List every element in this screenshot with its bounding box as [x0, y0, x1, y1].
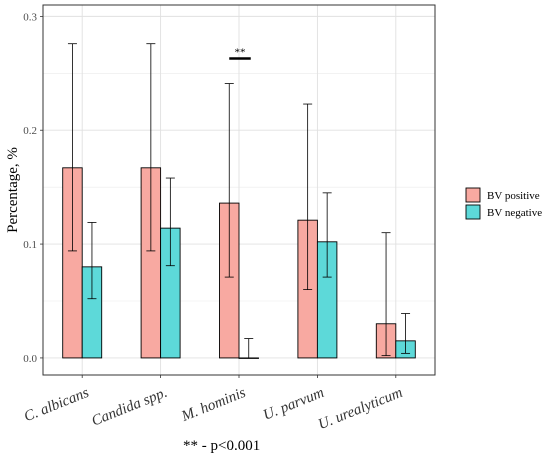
significance-footnote: ** - p<0.001	[183, 438, 261, 454]
x-tick-label-m-hominis: M. hominis	[179, 385, 249, 426]
legend-label-bv-negative: BV negative	[487, 207, 542, 219]
y-tick-label: 0.1	[23, 239, 37, 251]
y-tick-label: 0.2	[23, 125, 37, 137]
x-tick-label-u-urealyticum: U. urealyticum	[316, 385, 405, 433]
legend-swatch-bv-positive	[465, 187, 481, 203]
x-tick-label-candida-spp: Candida spp.	[90, 385, 170, 430]
y-tick-label: 0.0	[23, 353, 37, 365]
y-tick-label: 0.3	[23, 11, 37, 23]
legend-label-bv-positive: BV positive	[487, 190, 540, 202]
x-tick-label-c-albicans: C. albicans	[22, 385, 92, 425]
significance-label: **	[235, 47, 246, 59]
legend-swatch-bv-negative	[465, 204, 481, 220]
y-axis-title: Percentage, %	[5, 147, 21, 233]
